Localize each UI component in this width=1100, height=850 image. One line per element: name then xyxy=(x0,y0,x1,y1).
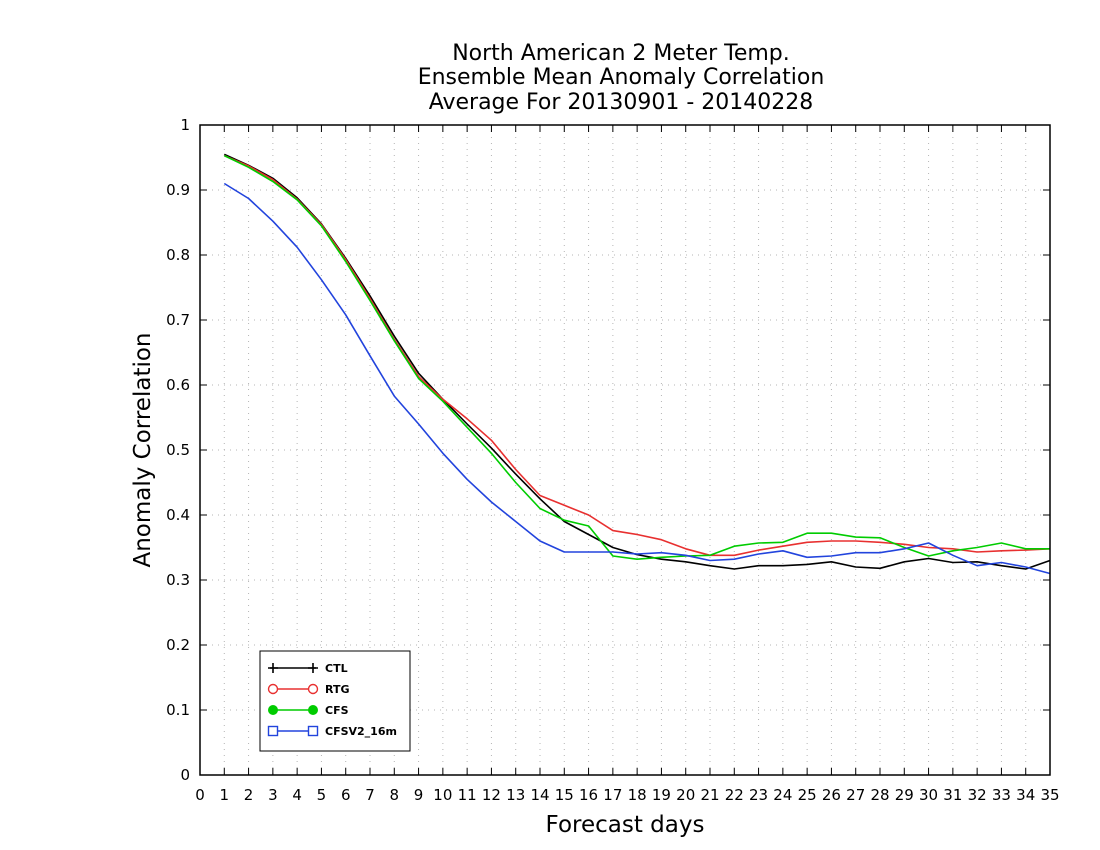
y-axis-label: Anomaly Correlation xyxy=(130,332,156,567)
x-tick-label: 9 xyxy=(414,786,424,804)
y-tick-label: 0.3 xyxy=(166,571,190,589)
series-line-cfs xyxy=(223,154,1050,561)
x-tick-label: 3 xyxy=(268,786,278,804)
legend-marker-ctl xyxy=(308,663,318,673)
x-tick-label: 4 xyxy=(292,786,302,804)
y-tick-label: 0.4 xyxy=(166,506,190,524)
x-tick-label: 1 xyxy=(220,786,230,804)
chart-title-line-2: Ensemble Mean Anomaly Correlation xyxy=(418,65,825,90)
x-tick-label: 6 xyxy=(341,786,351,804)
series-line-cfsv2-16m xyxy=(223,182,1051,575)
chart-title-line-3: Average For 20130901 - 20140228 xyxy=(429,90,814,115)
legend-marker-cfsv2-16m xyxy=(267,725,279,737)
x-tick-label: 34 xyxy=(1016,786,1035,804)
x-tick-label: 5 xyxy=(317,786,327,804)
legend-marker-cfs xyxy=(268,705,278,715)
x-axis-label: Forecast days xyxy=(546,812,705,838)
x-tick-label: 35 xyxy=(1040,786,1059,804)
legend-label-rtg: RTG xyxy=(325,683,350,696)
y-tick-label: 0.7 xyxy=(166,311,190,329)
x-tick-label: 22 xyxy=(725,786,744,804)
x-tick-label: 11 xyxy=(458,786,477,804)
chart-title-line-1: North American 2 Meter Temp. xyxy=(452,41,790,66)
x-tick-label: 20 xyxy=(676,786,695,804)
x-tick-label: 25 xyxy=(798,786,817,804)
x-tick-label: 26 xyxy=(822,786,841,804)
x-tick-label: 0 xyxy=(195,786,205,804)
y-tick-label: 0.2 xyxy=(166,636,190,654)
legend-marker-rtg xyxy=(267,683,279,695)
legend-label-cfs: CFS xyxy=(325,704,349,717)
y-tick-label: 0.9 xyxy=(166,181,190,199)
x-tick-label: 27 xyxy=(846,786,865,804)
legend-marker-rtg xyxy=(307,683,319,695)
series-line-rtg xyxy=(223,154,1051,557)
x-tick-label: 7 xyxy=(365,786,375,804)
y-tick-label: 0.1 xyxy=(166,701,190,719)
series-layer xyxy=(223,153,1051,575)
legend-marker-cfs xyxy=(308,705,318,715)
x-tick-label: 33 xyxy=(992,786,1011,804)
x-tick-label: 2 xyxy=(244,786,254,804)
x-tick-label: 16 xyxy=(579,786,598,804)
legend-label-ctl: CTL xyxy=(325,662,348,675)
series-line-ctl xyxy=(223,153,1051,570)
x-tick-label: 8 xyxy=(390,786,400,804)
legend-marker-ctl xyxy=(268,663,278,673)
x-tick-label: 28 xyxy=(870,786,889,804)
y-tick-label: 0.5 xyxy=(166,441,190,459)
x-tick-label: 14 xyxy=(530,786,549,804)
y-tick-label: 0.8 xyxy=(166,246,190,264)
x-tick-label: 24 xyxy=(773,786,792,804)
x-tick-label: 13 xyxy=(506,786,525,804)
legend: CTL RTG CFS CFSV2_16m xyxy=(259,650,411,752)
x-tick-label: 31 xyxy=(943,786,962,804)
y-tick-label: 1 xyxy=(180,116,190,134)
x-tick-label: 10 xyxy=(433,786,452,804)
x-tick-label: 17 xyxy=(603,786,622,804)
x-tick-label: 19 xyxy=(652,786,671,804)
x-tick-label: 29 xyxy=(895,786,914,804)
x-ticks: 0 1 2 3 4 5 6 7 8 9 10 11 12 13 14 15 16 17 18 19 20 21 22 23 24… xyxy=(195,125,1060,804)
y-tick-label: 0.6 xyxy=(166,376,190,394)
x-tick-label: 15 xyxy=(555,786,574,804)
y-tick-label: 0 xyxy=(180,766,190,784)
grid xyxy=(200,125,1050,775)
x-tick-label: 18 xyxy=(628,786,647,804)
y-ticks: 0 0.1 0.2 0.3 0.4 0.5 0.6 0.7 0.8 0.9 1 xyxy=(166,116,1050,784)
x-tick-label: 32 xyxy=(968,786,987,804)
x-tick-label: 12 xyxy=(482,786,501,804)
legend-marker-cfsv2-16m xyxy=(307,725,319,737)
legend-label-cfsv2-16m: CFSV2_16m xyxy=(325,725,397,738)
x-tick-label: 21 xyxy=(700,786,719,804)
x-tick-label: 30 xyxy=(919,786,938,804)
x-tick-label: 23 xyxy=(749,786,768,804)
